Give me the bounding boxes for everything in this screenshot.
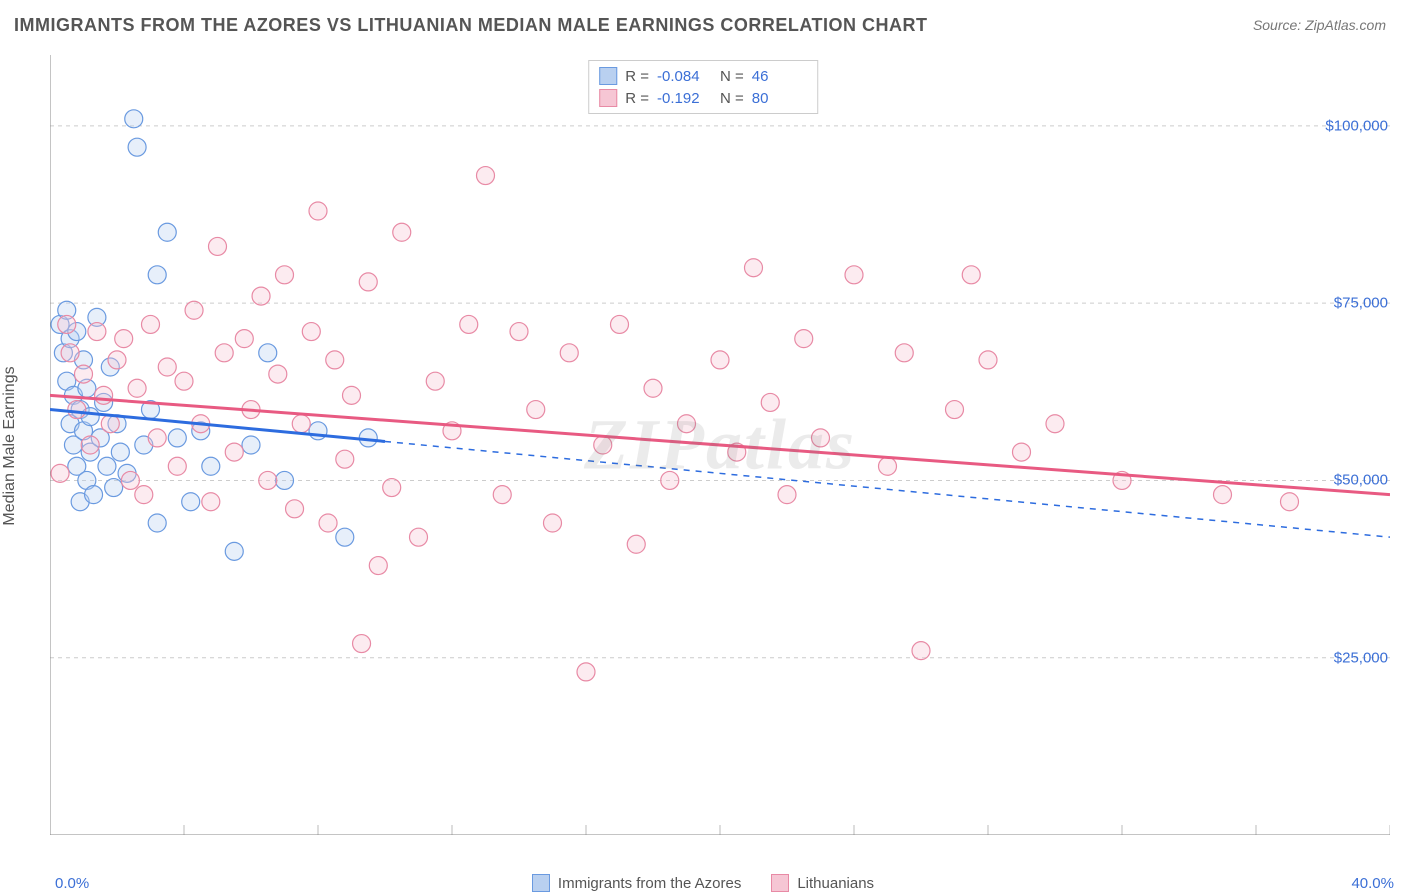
r-label: R = (625, 90, 649, 107)
source-name: ZipAtlas.com (1305, 17, 1386, 33)
stats-row-lithuanians: R = -0.192 N = 80 (599, 87, 807, 109)
source-attribution: Source: ZipAtlas.com (1253, 17, 1386, 33)
stats-row-azores: R = -0.084 N = 46 (599, 65, 807, 87)
n-label: N = (720, 68, 744, 85)
legend-label-lithuanians: Lithuanians (797, 875, 874, 892)
r-value-azores: -0.084 (657, 68, 712, 85)
chart-area: ZIPatlas (50, 55, 1390, 835)
series-legend: 0.0% Immigrants from the Azores Lithuani… (0, 874, 1406, 892)
scatter-plot (50, 55, 1390, 835)
chart-title: IMMIGRANTS FROM THE AZORES VS LITHUANIAN… (14, 15, 927, 36)
y-tick-label: $50,000 (1334, 472, 1388, 489)
y-tick-label: $100,000 (1325, 117, 1388, 134)
n-label: N = (720, 90, 744, 107)
legend-item-azores: Immigrants from the Azores (532, 874, 741, 892)
y-tick-label: $25,000 (1334, 649, 1388, 666)
swatch-azores (599, 67, 617, 85)
n-value-azores: 46 (752, 68, 807, 85)
x-axis-min-label: 0.0% (55, 875, 89, 892)
correlation-stats-legend: R = -0.084 N = 46 R = -0.192 N = 80 (588, 60, 818, 114)
x-axis-max-label: 40.0% (1351, 875, 1394, 892)
y-tick-label: $75,000 (1334, 295, 1388, 312)
source-prefix: Source: (1253, 17, 1305, 33)
r-label: R = (625, 68, 649, 85)
legend-item-lithuanians: Lithuanians (771, 874, 874, 892)
chart-header: IMMIGRANTS FROM THE AZORES VS LITHUANIAN… (0, 0, 1406, 50)
y-axis-title: Median Male Earnings (1, 366, 19, 525)
n-value-lithuanians: 80 (752, 90, 807, 107)
swatch-azores (532, 874, 550, 892)
r-value-lithuanians: -0.192 (657, 90, 712, 107)
legend-label-azores: Immigrants from the Azores (558, 875, 741, 892)
swatch-lithuanians (599, 89, 617, 107)
swatch-lithuanians (771, 874, 789, 892)
